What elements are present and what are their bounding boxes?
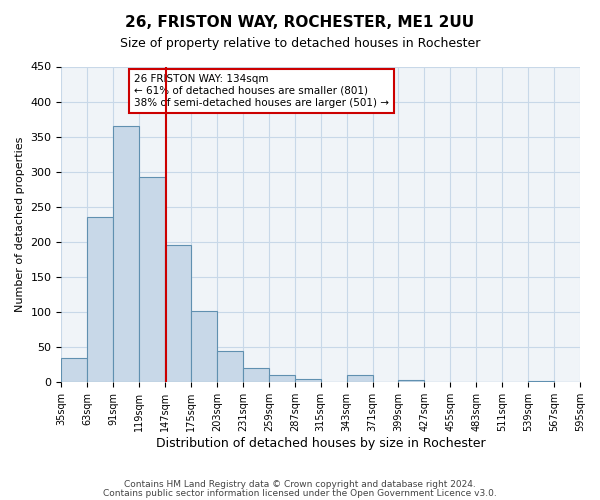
Bar bbox=[295, 379, 321, 382]
X-axis label: Distribution of detached houses by size in Rochester: Distribution of detached houses by size … bbox=[156, 437, 485, 450]
Text: 26, FRISTON WAY, ROCHESTER, ME1 2UU: 26, FRISTON WAY, ROCHESTER, ME1 2UU bbox=[125, 15, 475, 30]
Bar bbox=[398, 380, 424, 382]
Bar bbox=[269, 374, 295, 382]
Y-axis label: Number of detached properties: Number of detached properties bbox=[15, 136, 25, 312]
Text: 26 FRISTON WAY: 134sqm
← 61% of detached houses are smaller (801)
38% of semi-de: 26 FRISTON WAY: 134sqm ← 61% of detached… bbox=[134, 74, 389, 108]
Bar bbox=[191, 312, 217, 382]
Bar bbox=[139, 176, 165, 382]
Bar bbox=[243, 368, 269, 382]
Bar bbox=[347, 376, 373, 382]
Text: Contains HM Land Registry data © Crown copyright and database right 2024.: Contains HM Land Registry data © Crown c… bbox=[124, 480, 476, 489]
Text: Size of property relative to detached houses in Rochester: Size of property relative to detached ho… bbox=[120, 38, 480, 51]
Bar bbox=[528, 381, 554, 382]
Text: Contains public sector information licensed under the Open Government Licence v3: Contains public sector information licen… bbox=[103, 488, 497, 498]
Bar bbox=[165, 246, 191, 382]
Bar bbox=[61, 358, 88, 382]
Bar bbox=[113, 126, 139, 382]
Bar bbox=[88, 218, 113, 382]
Bar bbox=[217, 352, 243, 382]
